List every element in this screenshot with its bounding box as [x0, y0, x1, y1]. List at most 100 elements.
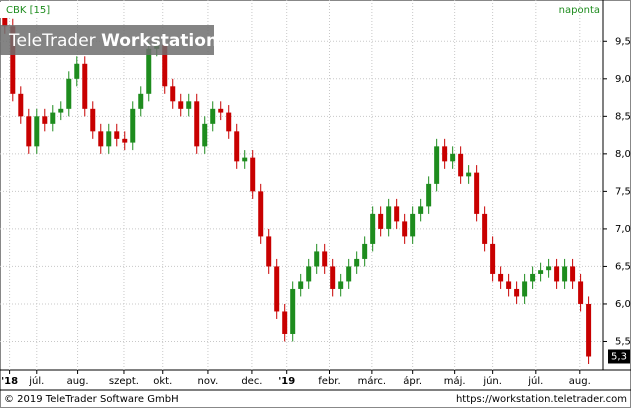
candle-body	[482, 213, 488, 244]
candle-body	[330, 266, 336, 289]
candle-body	[306, 266, 312, 282]
watermark: TeleTrader Workstation	[8, 31, 218, 51]
footer-right: https://workstation.teletrader.com	[456, 394, 627, 405]
candle-body	[282, 311, 288, 334]
candle-body	[578, 281, 584, 304]
candle-body	[434, 146, 440, 184]
y-tick-label: 8,0	[615, 149, 631, 160]
candle-body	[290, 288, 296, 334]
last-price-box	[608, 349, 630, 364]
candle-body	[498, 273, 504, 282]
candle-body	[258, 191, 264, 237]
watermark-product: Workstation	[101, 31, 218, 51]
candle-body	[418, 206, 424, 214]
x-tick-label: máj.	[444, 375, 466, 387]
x-tick-label: '19	[278, 376, 295, 387]
last-price-label: 5,3	[611, 351, 627, 362]
interval: naponta	[559, 5, 600, 16]
candle-body	[74, 63, 80, 79]
candle-body	[130, 108, 136, 143]
y-tick-label: 9,0	[615, 74, 631, 85]
candle-body	[458, 153, 464, 177]
candle-body	[346, 266, 352, 282]
candle-body	[66, 78, 72, 109]
candle-body	[10, 26, 16, 94]
x-tick-label: aug.	[67, 376, 89, 387]
candle-body	[298, 281, 304, 289]
x-tick-label: okt.	[153, 376, 172, 387]
candle-body	[354, 258, 360, 267]
y-tick-label: 9,5	[615, 36, 631, 47]
candle-body	[322, 251, 328, 267]
x-tick-label: júl.	[527, 375, 543, 387]
candle-body	[370, 213, 376, 244]
candle-body	[546, 266, 552, 271]
candle-body	[170, 86, 176, 102]
candle-body	[386, 206, 392, 229]
candle-body	[314, 251, 320, 267]
candle-body	[34, 116, 40, 147]
candle-body	[250, 157, 256, 192]
candle-body	[466, 172, 472, 177]
candle-body	[522, 281, 528, 297]
candle-body	[58, 108, 64, 113]
candle-body	[378, 213, 384, 229]
candle-body	[146, 48, 152, 94]
candle-body	[2, 11, 8, 27]
footer-left: © 2019 TeleTrader Software GmbH	[4, 394, 179, 405]
candle-body	[570, 266, 576, 282]
candle-body	[162, 45, 168, 87]
candle-body	[562, 266, 568, 282]
x-tick-label: szept.	[109, 376, 139, 387]
candle-body	[514, 288, 520, 297]
x-tick-label: '18	[1, 376, 18, 387]
candle-body	[234, 131, 240, 162]
candle-body	[26, 116, 32, 147]
candle-body	[42, 116, 48, 124]
candle-body	[530, 273, 536, 282]
candle-body	[274, 266, 280, 312]
candle-body	[186, 101, 192, 109]
candle-body	[194, 101, 200, 147]
candle-body	[442, 146, 448, 162]
candle-body	[90, 108, 96, 132]
candle-body	[450, 153, 456, 162]
candle-body	[426, 183, 432, 207]
candle-body	[218, 108, 224, 113]
candle-body	[122, 138, 128, 143]
candle-body	[266, 236, 272, 267]
y-tick-label: 7,0	[615, 224, 631, 235]
candle-body	[538, 270, 544, 274]
candle-body	[490, 243, 496, 274]
candle-body	[50, 112, 56, 124]
candle-body	[338, 281, 344, 289]
watermark-brand: TeleTrader	[8, 31, 96, 51]
candle-body	[210, 108, 216, 124]
candle-body	[114, 131, 120, 139]
candle-body	[474, 172, 480, 214]
candle-body	[226, 112, 232, 132]
symbol-box	[0, 2, 50, 18]
candle-body	[98, 131, 104, 147]
x-tick-label: dec.	[241, 376, 262, 387]
candle-body	[82, 63, 88, 109]
x-tick-label: febr.	[318, 376, 340, 387]
candle-body	[362, 243, 368, 259]
candle-body	[394, 206, 400, 222]
watermark-box	[0, 25, 214, 55]
symbol: CBK [15]	[6, 5, 50, 16]
candle-body	[18, 93, 24, 117]
y-tick-label: 6,5	[615, 261, 631, 272]
x-tick-label: márc.	[358, 375, 386, 387]
y-tick-label: 7,5	[615, 186, 631, 197]
y-tick-label: 5,5	[615, 336, 631, 347]
candle-body	[138, 93, 144, 109]
x-tick-label: aug.	[569, 376, 591, 387]
candle-body	[506, 281, 512, 289]
candle-body	[242, 157, 248, 162]
y-tick-label: 8,5	[615, 111, 631, 122]
y-tick-label: 6,0	[615, 299, 631, 310]
candle-body	[402, 221, 408, 237]
